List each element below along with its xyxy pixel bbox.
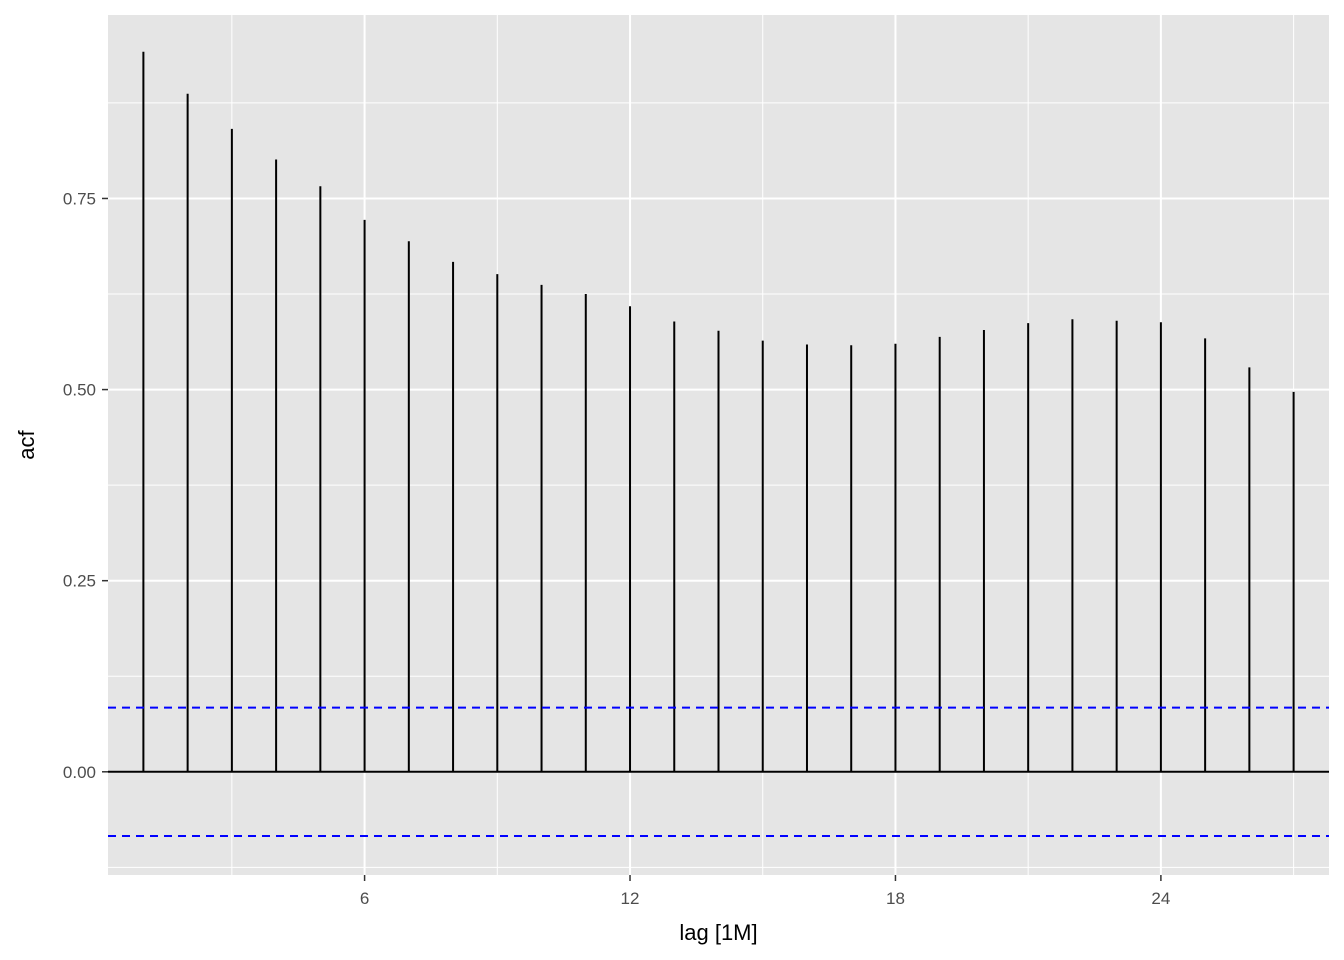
y-tick-label: 0.75 <box>63 189 96 208</box>
y-tick-label: 0.25 <box>63 572 96 591</box>
x-tick-label: 12 <box>621 889 640 908</box>
y-tick-label: 0.00 <box>63 763 96 782</box>
y-axis-title: acf <box>14 429 39 459</box>
x-axis-ticks: 6 12 18 24 <box>360 875 1170 908</box>
x-tick-label: 6 <box>360 889 369 908</box>
x-tick-label: 24 <box>1151 889 1170 908</box>
y-tick-label: 0.50 <box>63 381 96 400</box>
x-axis-title: lag [1M] <box>679 920 757 945</box>
minor-grid-y <box>108 102 1329 868</box>
y-axis-ticks: 0.00 0.25 0.50 0.75 <box>63 189 108 782</box>
x-tick-label: 18 <box>886 889 905 908</box>
acf-bars <box>142 51 1295 772</box>
